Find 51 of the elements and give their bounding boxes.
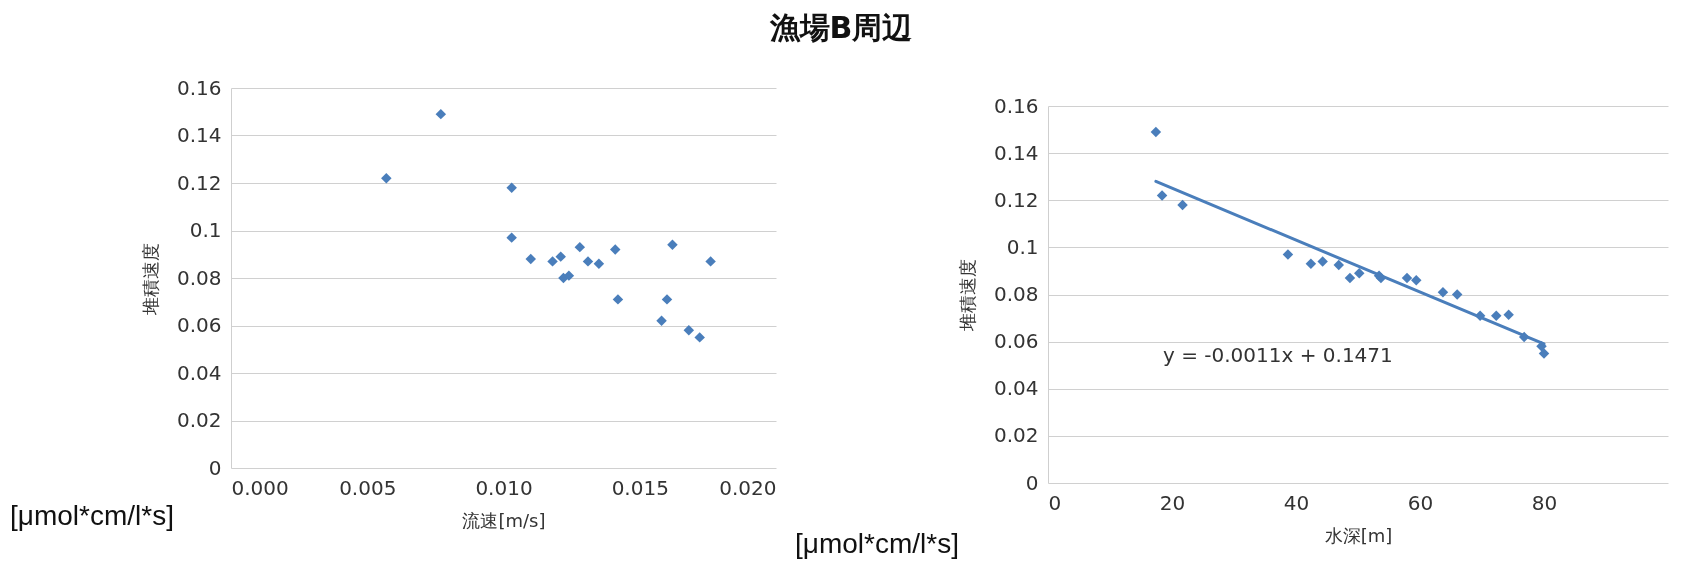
y-tick-label: 0.02 xyxy=(993,423,1039,448)
y-tick-label: 0.02 xyxy=(176,408,222,432)
point xyxy=(1411,275,1422,286)
text: 漁場B周辺 xyxy=(768,9,914,47)
annotation: y = -0.0011x + 0.1471 xyxy=(1163,343,1393,367)
x-tick-label: 0.000 xyxy=(231,475,289,500)
y-tick-label: 0.04 xyxy=(993,376,1039,401)
x-tick-label: 20 xyxy=(1159,490,1186,515)
point xyxy=(1177,199,1188,211)
point xyxy=(1333,259,1345,271)
point xyxy=(1282,249,1294,260)
point xyxy=(1344,272,1356,284)
text: [μmol*cm/l*s] xyxy=(795,528,959,560)
y-tick-label: 0.12 xyxy=(993,187,1039,212)
point xyxy=(1156,190,1168,201)
point xyxy=(1503,309,1514,321)
y-tick-label: 0.16 xyxy=(993,93,1039,118)
y-tick-label: 0.08 xyxy=(176,265,222,290)
y-tick-label: 0.16 xyxy=(176,75,222,100)
point xyxy=(1354,268,1365,279)
x-tick-label: 60 xyxy=(1407,490,1434,515)
y-tick-label: 0.14 xyxy=(176,123,222,147)
point xyxy=(1305,258,1317,270)
y-tick-label: 0.04 xyxy=(176,360,222,385)
y-tick-label: 0.14 xyxy=(993,140,1039,165)
x-tick-label: 0.020 xyxy=(719,475,777,500)
x-tick-label: 0.015 xyxy=(611,475,669,500)
x-tick-label: 40 xyxy=(1283,490,1310,515)
y-tick-label: 0.1 xyxy=(1006,234,1039,259)
x-tick-label: 80 xyxy=(1531,490,1558,515)
point xyxy=(1401,272,1413,284)
point xyxy=(1538,348,1550,359)
point xyxy=(1491,310,1502,321)
y-axis-title: 堆積速度 xyxy=(139,242,161,316)
y-tick-label: 0.12 xyxy=(176,170,222,195)
y-tick-label: 0.08 xyxy=(993,282,1039,306)
y-tick-label: 0.06 xyxy=(176,313,222,337)
point xyxy=(1437,286,1449,298)
point xyxy=(1317,256,1328,267)
y-tick-label: 0 xyxy=(208,455,222,480)
text: [μmol*cm/l*s] xyxy=(10,500,174,532)
y-tick-label: 0.06 xyxy=(993,329,1039,354)
y-tick-label: 0.1 xyxy=(189,218,222,242)
point xyxy=(1451,289,1463,300)
x-axis-title: 水深[m] xyxy=(1324,524,1393,546)
x-tick-label: 0.005 xyxy=(339,475,397,500)
x-tick-label: 0.010 xyxy=(475,475,533,500)
x-axis-title: 流速[m/s] xyxy=(462,509,546,531)
y-axis-title: 堆積速度 xyxy=(956,259,978,332)
x-tick-label: 0 xyxy=(1048,490,1062,515)
point xyxy=(1150,126,1162,138)
